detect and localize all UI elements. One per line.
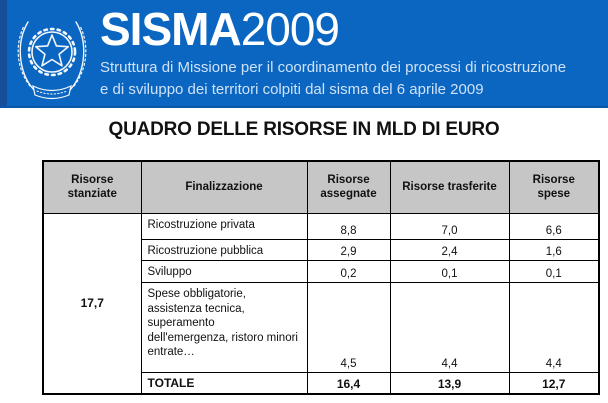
- assegnate-cell: 4,5: [306, 282, 391, 373]
- finalizzazione-cell: Ricostruzione pubblica: [140, 238, 308, 261]
- col-header-risorse-spese: Risorse spese: [508, 160, 600, 214]
- spese-total-cell: 12,7: [508, 372, 600, 394]
- col-header-risorse-stanziate: Risorse stanziate: [42, 160, 142, 214]
- banner-subtitle-line2: e di sviluppo dei territori colpiti dal …: [100, 81, 484, 98]
- finalizzazione-cell: Sviluppo: [140, 260, 308, 283]
- republic-emblem-icon: [17, 21, 87, 100]
- assegnate-cell: 0,2: [306, 260, 391, 283]
- resources-table: Risorse stanziate Finalizzazione Risorse…: [42, 160, 600, 395]
- resources-table-wrap: Risorse stanziate Finalizzazione Risorse…: [42, 160, 600, 395]
- stanziate-total-cell: 17,7: [42, 212, 142, 394]
- table-row-totale: TOTALE 16,4 13,9 12,7: [43, 372, 600, 394]
- totale-label-cell: TOTALE: [140, 372, 308, 394]
- table-row-ricostruzione-privata: 17,7 Ricostruzione privata 8,8 7,0 6,6: [42, 212, 600, 394]
- spese-cell: 0,1: [508, 260, 600, 283]
- spese-cell: 1,6: [508, 238, 600, 261]
- spese-cell: 4,4: [508, 282, 600, 373]
- assegnate-total-cell: 16,4: [306, 372, 391, 394]
- table-header-row: Risorse stanziate Finalizzazione Risorse…: [42, 160, 600, 214]
- trasferite-cell: 7,0: [389, 212, 510, 240]
- trasferite-cell: 4,4: [389, 282, 510, 373]
- assegnate-cell: 8,8: [306, 212, 391, 240]
- trasferite-cell: 0,1: [389, 260, 510, 283]
- finalizzazione-cell: Spese obbligatorie, assistenza tecnica, …: [140, 282, 308, 373]
- logo-title-year: 2009: [240, 3, 340, 55]
- col-header-risorse-trasferite: Risorse trasferite: [389, 160, 510, 214]
- banner-subtitle-line1: Struttura di Missione per il coordinamen…: [100, 59, 567, 76]
- col-header-finalizzazione: Finalizzazione: [140, 160, 308, 214]
- table-row-spese-obbligatorie: Spese obbligatorie, assistenza tecnica, …: [43, 282, 600, 373]
- banner-edge-stripe: [0, 0, 7, 106]
- logo-block: SISMA2009 Struttura di Missione per il c…: [100, 2, 566, 100]
- header-banner: SISMA2009 Struttura di Missione per il c…: [0, 0, 608, 108]
- logo-title: SISMA2009: [100, 2, 566, 56]
- col-header-risorse-assegnate: Risorse assegnate: [306, 160, 391, 214]
- assegnate-cell: 2,9: [306, 238, 391, 261]
- page-title: QUADRO DELLE RISORSE IN MLD DI EURO: [108, 119, 500, 140]
- trasferite-total-cell: 13,9: [389, 372, 510, 394]
- trasferite-cell: 2,4: [389, 238, 510, 261]
- finalizzazione-cell: Ricostruzione privata: [140, 212, 308, 240]
- table-row-sviluppo: Sviluppo 0,2 0,1 0,1: [43, 260, 600, 283]
- spese-cell: 6,6: [508, 212, 600, 240]
- logo-title-bold: SISMA: [100, 3, 242, 55]
